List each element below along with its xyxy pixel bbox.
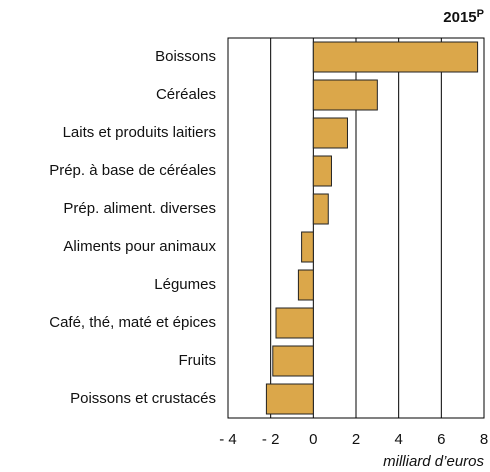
x-tick-label: 4 (394, 431, 402, 448)
y-tick-label: Prép. à base de céréales (49, 162, 216, 179)
bar (312, 41, 479, 73)
plot-frame (227, 37, 485, 419)
y-tick-label: Aliments pour animaux (63, 238, 216, 255)
x-axis-label: milliard d’euros (383, 453, 484, 470)
annotation-sup: P (477, 8, 484, 20)
x-tick-label: - 2 (262, 431, 280, 448)
x-tick-label: 8 (480, 431, 488, 448)
x-tick-label: - 4 (219, 431, 237, 448)
annotation: 2015P (443, 8, 484, 26)
bar (312, 155, 332, 187)
bar (301, 231, 314, 263)
y-tick-label: Boissons (155, 48, 216, 65)
y-tick-label: Céréales (156, 86, 216, 103)
bar (312, 117, 348, 149)
y-tick-label: Légumes (154, 276, 216, 293)
bar (312, 193, 329, 225)
y-tick-label: Fruits (179, 352, 217, 369)
y-tick-label: Café, thé, maté et épices (49, 314, 216, 331)
bar (272, 345, 314, 377)
x-tick-label: 2 (352, 431, 360, 448)
bar (297, 269, 314, 301)
bar (265, 383, 314, 415)
x-tick-label: 6 (437, 431, 445, 448)
annotation-year: 2015 (443, 9, 476, 26)
bar (275, 307, 314, 339)
x-tick-label: 0 (309, 431, 317, 448)
y-tick-label: Poissons et crustacés (70, 390, 216, 407)
y-tick-label: Laits et produits laitiers (63, 124, 216, 141)
bar (312, 79, 378, 111)
y-tick-label: Prép. aliment. diverses (63, 200, 216, 217)
